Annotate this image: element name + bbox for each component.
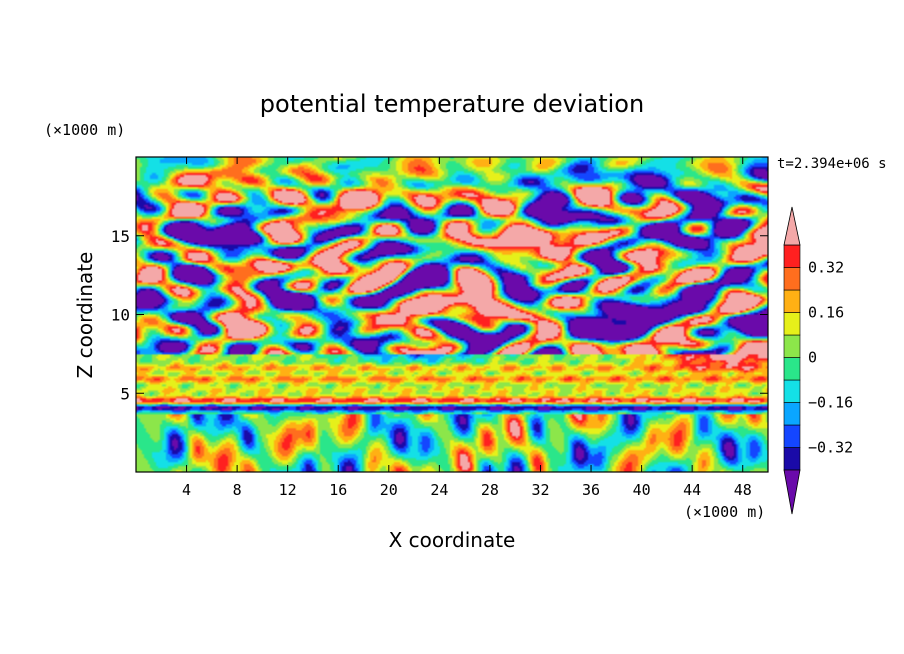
x-tick-label: 4 [182,481,191,499]
colorbar-label: 0.32 [808,259,844,277]
y-tick-label: 5 [120,384,130,403]
x-tick-label: 24 [430,481,448,499]
colorbar-segment [783,402,801,426]
x-tick-label: 40 [633,481,651,499]
x-tick-label: 28 [481,481,499,499]
x-tick-label: 12 [279,481,297,499]
colorbar-label: −0.32 [808,439,853,457]
plot-area [135,156,769,473]
colorbar-label: 0.16 [808,304,844,322]
colorbar-segment [783,447,801,471]
colorbar-extend-low [783,469,801,515]
colorbar-label: 0 [808,349,817,367]
x-tick-label: 32 [531,481,549,499]
x-axis: 4 8 12 16 20 24 28 32 36 40 44 48 [182,157,752,499]
colorbar-segment [783,334,801,358]
x-tick-label: 16 [329,481,347,499]
y-tick-label: 10 [111,306,130,325]
colorbar-segment [783,289,801,313]
x-tick-label: 44 [683,481,701,499]
y-axis: 5 10 15 [111,227,768,403]
x-tick-label: 36 [582,481,600,499]
contour-field [136,157,768,472]
time-label: t=2.394e+06 s [777,156,887,172]
x-tick-label: 48 [734,481,752,499]
colorbar [783,206,801,515]
colorbar-segment [783,424,801,448]
y-tick-label: 15 [111,227,130,246]
colorbar-labels: 0.32 0.16 0 −0.16 −0.32 [808,259,853,457]
colorbar-label: −0.16 [808,394,853,412]
colorbar-segment [783,244,801,268]
chart-title: potential temperature deviation [260,90,644,118]
x-tick-label: 8 [233,481,242,499]
colorbar-segment [783,312,801,336]
y-axis-label: Z coordinate [73,252,97,379]
colorbar-segment [783,267,801,291]
colorbar-segment [783,357,801,381]
x-tick-label: 20 [380,481,398,499]
x-axis-unit: (×1000 m) [684,503,765,521]
colorbar-extend-high [783,206,801,246]
x-axis-label: X coordinate [389,528,516,552]
colorbar-segment [783,379,801,403]
y-axis-unit: (×1000 m) [44,121,125,139]
